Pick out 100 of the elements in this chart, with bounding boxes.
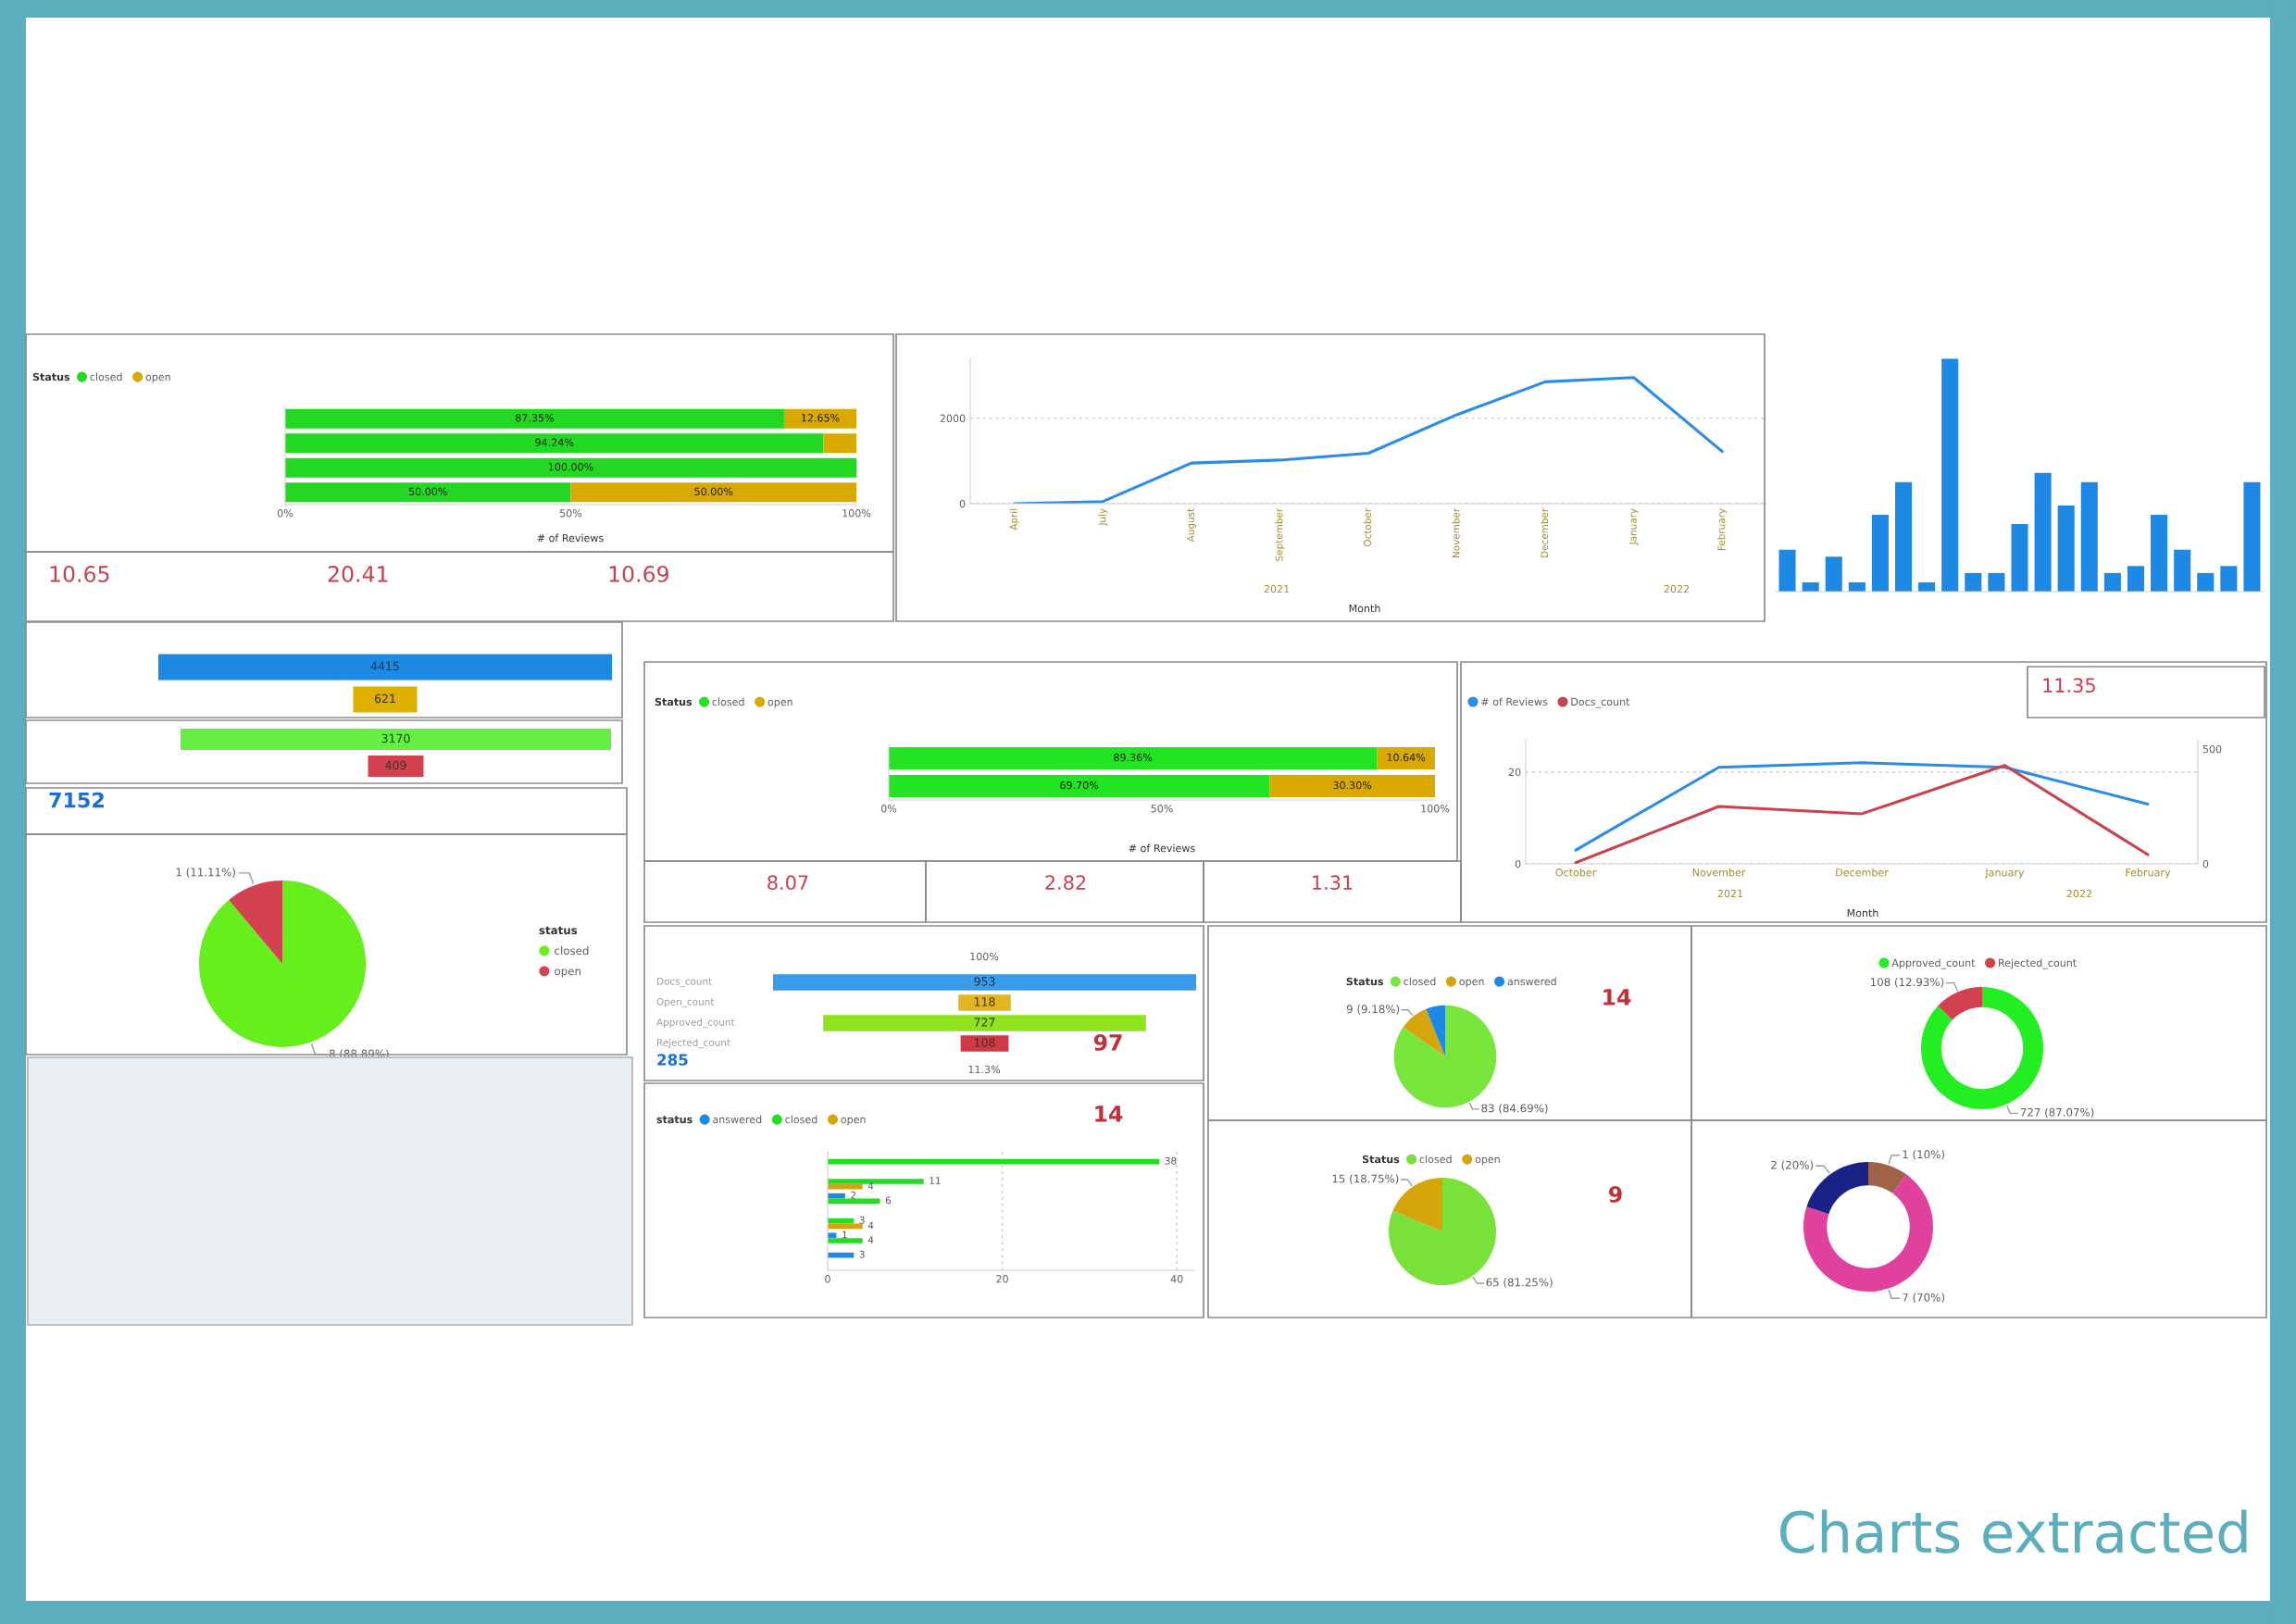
data-label: 30.30% xyxy=(1333,781,1372,790)
text: 7152 xyxy=(49,792,104,808)
legend-title: status xyxy=(539,926,578,935)
x-tick-label: 100% xyxy=(1421,805,1450,813)
legend-title: Status xyxy=(1362,1155,1400,1164)
x-tick-label: October xyxy=(1555,868,1597,877)
y2-tick-label: 500 xyxy=(2202,744,2222,754)
data-label: 3170 xyxy=(381,733,410,743)
bar xyxy=(2034,472,2052,592)
bar xyxy=(285,408,784,429)
category-label: Docs_count xyxy=(657,977,712,988)
bar xyxy=(828,1218,855,1224)
bar xyxy=(285,482,571,503)
x-tick-label: April xyxy=(1009,508,1019,531)
x-axis-title: # of Reviews xyxy=(537,533,604,543)
x-tick-label: 0% xyxy=(880,805,897,813)
bar xyxy=(2151,515,2168,592)
data-label: 50.00% xyxy=(694,487,733,495)
bar xyxy=(1825,556,1842,592)
legend-label: open xyxy=(1459,979,1484,988)
data-label: 4 xyxy=(867,1236,874,1243)
data-label: 6 xyxy=(885,1196,892,1205)
category-label: Open_count xyxy=(656,997,715,1008)
bar xyxy=(828,1238,863,1243)
bar xyxy=(2220,566,2238,592)
data-label: 2 (20%) xyxy=(1771,1160,1814,1171)
text: 10.65 xyxy=(50,565,109,582)
donut-slice xyxy=(1938,987,1982,1020)
text: 8.07 xyxy=(767,875,808,891)
legend-label: open xyxy=(767,699,792,708)
bar xyxy=(285,433,824,454)
bar xyxy=(2174,549,2191,592)
text: 14 xyxy=(1095,1106,1123,1122)
bar xyxy=(889,775,1270,797)
bar xyxy=(828,1198,880,1205)
data-label: 3 xyxy=(859,1250,865,1258)
bar xyxy=(828,1183,863,1190)
x-tick-label: August xyxy=(1187,508,1196,543)
data-label: 9 (9.18%) xyxy=(1346,1005,1400,1015)
donut-slice xyxy=(1868,1162,1907,1193)
text: 11.35 xyxy=(2043,678,2095,693)
text: Charts extracted xyxy=(1780,1509,2247,1554)
legend-label: closed xyxy=(1419,1155,1452,1164)
x-tick-label: December xyxy=(1836,868,1889,877)
x-tick-label: 20 xyxy=(996,1275,1008,1283)
pie-slice xyxy=(1403,1008,1445,1056)
text: 2022 xyxy=(2066,889,2092,898)
bar xyxy=(1778,549,1796,592)
bar xyxy=(570,482,856,503)
x-axis-title: # of Reviews xyxy=(1129,843,1195,853)
data-label: 50.00% xyxy=(408,487,447,495)
data-label: 7 (70%) xyxy=(1903,1293,1944,1304)
data-label: 38 xyxy=(1165,1156,1177,1165)
data-label: 8 (88.89%) xyxy=(329,1049,389,1059)
data-label: 118 xyxy=(974,997,995,1006)
donut-slice xyxy=(1803,1174,1933,1292)
category-label: Approved_count xyxy=(656,1018,735,1029)
data-label: 4415 xyxy=(370,661,399,671)
legend-label: closed xyxy=(555,946,589,956)
text: 2022 xyxy=(1664,584,1690,593)
data-label: 10.64% xyxy=(1387,753,1426,762)
legend-label: answered xyxy=(713,1115,762,1124)
x-tick-label: February xyxy=(2126,868,2171,879)
legend-label: closed xyxy=(712,697,744,706)
category-label: Rejected_count xyxy=(657,1038,730,1049)
x-tick-label: December xyxy=(1541,507,1549,557)
pie-slice xyxy=(1426,1005,1445,1056)
text: 100% xyxy=(970,952,999,961)
data-label: 727 xyxy=(974,1018,995,1027)
data-label: 87.35% xyxy=(516,414,555,422)
text: 1.31 xyxy=(1313,875,1353,891)
data-label: 65 (81.25%) xyxy=(1486,1278,1553,1288)
bar xyxy=(2011,524,2028,592)
data-label: 1 (10%) xyxy=(1903,1150,1944,1160)
bar xyxy=(2080,481,2098,592)
x-axis-title: Month xyxy=(1349,604,1380,613)
legend-label: Rejected_count xyxy=(1999,958,2077,969)
x-axis-title: Month xyxy=(1847,908,1878,918)
line-series xyxy=(1013,376,1724,504)
bar xyxy=(1965,572,1982,592)
legend-title: Status xyxy=(1346,977,1383,986)
bar xyxy=(1269,775,1435,797)
legend-label: Approved_count xyxy=(1891,958,1976,969)
bar xyxy=(2127,566,2145,592)
data-label: 3 xyxy=(859,1216,865,1224)
data-label: 108 (12.93%) xyxy=(1870,977,1944,988)
legend-label: Docs_count xyxy=(1571,697,1630,708)
data-label: 1 xyxy=(842,1230,847,1239)
pie-slice xyxy=(229,881,282,964)
bar xyxy=(1941,358,1959,592)
legend-label: # of Reviews xyxy=(1481,697,1548,706)
data-label: 89.36% xyxy=(1114,753,1153,762)
data-label: 12.65% xyxy=(802,414,840,422)
legend-label: open xyxy=(555,968,580,978)
bar xyxy=(1377,747,1435,769)
bar xyxy=(783,408,856,429)
data-label: 953 xyxy=(974,977,995,986)
donut-slice xyxy=(1921,987,2043,1109)
x-tick-label: July xyxy=(1098,508,1108,527)
legend-title: Status xyxy=(655,697,693,706)
